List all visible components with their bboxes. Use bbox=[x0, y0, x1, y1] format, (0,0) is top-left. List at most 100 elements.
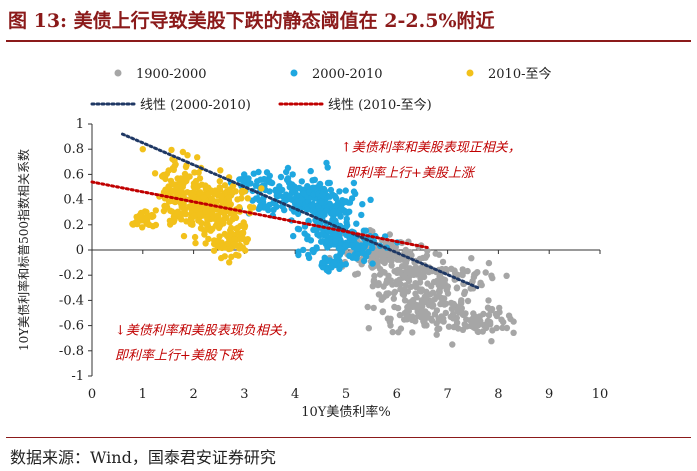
data-point bbox=[450, 300, 457, 308]
data-point bbox=[191, 169, 198, 176]
data-point bbox=[305, 217, 312, 224]
data-point bbox=[239, 230, 246, 237]
data-point bbox=[442, 265, 449, 273]
data-point bbox=[435, 315, 442, 322]
data-point bbox=[327, 186, 335, 194]
data-point bbox=[346, 208, 353, 215]
data-point bbox=[380, 255, 387, 262]
data-point bbox=[394, 266, 402, 274]
data-point bbox=[311, 176, 318, 183]
data-point bbox=[503, 272, 510, 279]
data-point bbox=[323, 159, 330, 167]
data-point bbox=[460, 311, 467, 319]
data-point bbox=[438, 283, 445, 290]
data-point bbox=[204, 216, 211, 223]
data-point bbox=[169, 181, 176, 188]
data-point bbox=[204, 221, 211, 228]
data-point bbox=[407, 283, 415, 290]
data-point bbox=[474, 269, 481, 276]
data-point bbox=[403, 268, 410, 276]
data-point bbox=[180, 201, 187, 208]
data-point bbox=[227, 245, 234, 252]
data-point bbox=[427, 315, 435, 322]
data-point bbox=[350, 179, 358, 187]
data-point bbox=[310, 226, 317, 234]
data-point bbox=[424, 247, 431, 254]
data-point bbox=[160, 207, 168, 215]
data-point bbox=[510, 329, 517, 336]
data-point bbox=[455, 304, 463, 311]
data-point bbox=[476, 313, 483, 320]
x-tick-label: 8 bbox=[494, 387, 502, 402]
data-point bbox=[433, 331, 440, 338]
legend-marker bbox=[466, 69, 474, 77]
data-point bbox=[362, 227, 370, 234]
data-point bbox=[445, 323, 453, 330]
data-point bbox=[239, 235, 246, 243]
x-tick-label: 3 bbox=[240, 387, 248, 402]
legend-label: 线性 (2000-2010) bbox=[140, 98, 251, 113]
data-point bbox=[305, 254, 313, 262]
y-tick-label: -1 bbox=[71, 369, 84, 384]
data-point bbox=[326, 200, 333, 207]
data-point bbox=[407, 251, 414, 258]
data-point bbox=[184, 189, 191, 196]
data-point bbox=[400, 291, 408, 299]
x-tick-label: 4 bbox=[291, 387, 299, 402]
data-point bbox=[172, 161, 179, 168]
data-point bbox=[461, 288, 469, 295]
data-point bbox=[179, 183, 186, 191]
data-point bbox=[439, 258, 447, 266]
data-point bbox=[499, 324, 506, 331]
data-point bbox=[170, 166, 177, 173]
data-point bbox=[416, 279, 424, 286]
legend-label: 2000-2010 bbox=[312, 67, 383, 82]
data-point bbox=[440, 318, 447, 325]
data-point bbox=[191, 233, 199, 241]
data-point bbox=[418, 314, 425, 321]
data-point bbox=[393, 253, 400, 260]
data-point bbox=[436, 251, 443, 258]
data-point bbox=[496, 304, 503, 312]
data-point bbox=[449, 341, 456, 348]
data-point bbox=[241, 224, 248, 231]
y-tick-label: 0.2 bbox=[63, 218, 84, 233]
data-point bbox=[238, 244, 245, 252]
legend-label: 1900-2000 bbox=[136, 67, 207, 82]
data-point bbox=[405, 275, 412, 283]
data-point bbox=[348, 195, 356, 202]
data-point bbox=[433, 320, 440, 327]
data-point bbox=[354, 245, 361, 252]
data-point bbox=[159, 173, 166, 180]
data-point bbox=[387, 257, 395, 264]
data-point bbox=[459, 269, 467, 276]
data-point bbox=[249, 197, 256, 204]
data-point bbox=[161, 202, 168, 210]
data-point bbox=[216, 178, 223, 185]
data-point bbox=[485, 259, 493, 267]
data-point bbox=[354, 270, 361, 277]
data-point bbox=[380, 283, 387, 290]
data-point bbox=[167, 207, 174, 214]
y-tick-label: -0.8 bbox=[59, 344, 84, 359]
data-point bbox=[422, 308, 429, 315]
data-point bbox=[257, 176, 264, 183]
fit-lines-group bbox=[90, 132, 480, 290]
data-point bbox=[229, 216, 236, 223]
data-point bbox=[332, 238, 339, 245]
data-point bbox=[448, 305, 455, 313]
data-point bbox=[349, 242, 356, 249]
data-point bbox=[322, 207, 330, 215]
legend-marker bbox=[290, 69, 298, 77]
data-point bbox=[458, 297, 465, 304]
data-point bbox=[168, 146, 175, 154]
data-point bbox=[370, 304, 377, 312]
data-point bbox=[144, 219, 151, 227]
data-point bbox=[212, 187, 219, 194]
data-point bbox=[433, 293, 440, 300]
data-point bbox=[477, 279, 484, 286]
data-point bbox=[240, 178, 247, 185]
data-point bbox=[369, 244, 376, 252]
data-point bbox=[202, 227, 209, 234]
data-point bbox=[389, 281, 396, 288]
